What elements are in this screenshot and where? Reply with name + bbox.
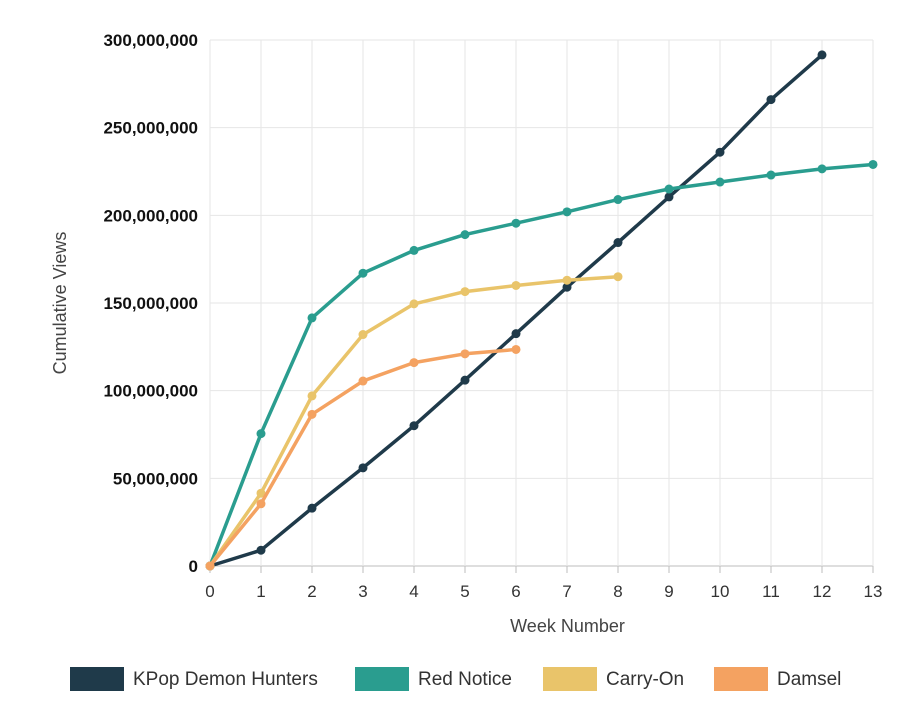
data-point bbox=[562, 275, 572, 285]
series-group bbox=[205, 50, 878, 571]
x-tick-label: 12 bbox=[813, 582, 832, 601]
series-4 bbox=[205, 344, 521, 571]
x-tick-label: 5 bbox=[460, 582, 469, 601]
data-point bbox=[817, 164, 827, 174]
x-tick-label: 11 bbox=[762, 582, 780, 601]
data-point bbox=[613, 272, 623, 282]
legend-item-2[interactable]: Red Notice bbox=[355, 667, 512, 691]
legend-item-4[interactable]: Damsel bbox=[714, 667, 841, 691]
data-point bbox=[613, 238, 623, 248]
legend-label: Carry-On bbox=[606, 669, 684, 690]
data-point bbox=[307, 313, 317, 323]
series-3 bbox=[205, 272, 623, 571]
data-point bbox=[409, 245, 419, 255]
x-tick-label: 1 bbox=[256, 582, 265, 601]
data-point bbox=[307, 503, 317, 513]
y-tick-label: 0 bbox=[189, 557, 198, 576]
data-point bbox=[307, 409, 317, 419]
series-line bbox=[208, 162, 875, 568]
data-point bbox=[205, 561, 215, 571]
x-tick-label: 3 bbox=[358, 582, 367, 601]
series-2 bbox=[205, 159, 878, 571]
legend-swatch bbox=[70, 667, 124, 691]
data-point bbox=[664, 192, 674, 202]
data-point bbox=[613, 195, 623, 205]
data-point bbox=[256, 429, 266, 439]
x-tick-label: 10 bbox=[711, 582, 730, 601]
y-tick-label: 150,000,000 bbox=[103, 294, 198, 313]
x-tick-label: 2 bbox=[307, 582, 316, 601]
data-point bbox=[409, 358, 419, 368]
y-tick-label: 200,000,000 bbox=[103, 206, 198, 225]
legend-item-3[interactable]: Carry-On bbox=[543, 667, 684, 691]
x-tick-label: 7 bbox=[562, 582, 571, 601]
legend-label: Red Notice bbox=[418, 669, 512, 690]
y-axis-label: Cumulative Views bbox=[50, 232, 70, 375]
legend-swatch bbox=[355, 667, 409, 691]
y-tick-label: 300,000,000 bbox=[103, 31, 198, 50]
data-point bbox=[511, 329, 521, 339]
data-point bbox=[511, 280, 521, 290]
data-point bbox=[817, 50, 827, 60]
legend-item-1[interactable]: KPop Demon Hunters bbox=[70, 667, 318, 691]
data-point bbox=[307, 391, 317, 401]
data-point bbox=[460, 287, 470, 297]
data-point bbox=[358, 376, 368, 386]
axes: 0 50,000,000 100,000,000 150,000,000 200,000… bbox=[50, 31, 882, 636]
x-tick-label: 4 bbox=[409, 582, 418, 601]
data-point bbox=[358, 330, 368, 340]
data-point bbox=[256, 499, 266, 509]
y-tick-label: 100,000,000 bbox=[103, 382, 198, 401]
series-1 bbox=[205, 50, 827, 571]
data-point bbox=[715, 177, 725, 187]
x-tick-label: 0 bbox=[205, 582, 214, 601]
legend-label: KPop Demon Hunters bbox=[133, 669, 318, 690]
legend-swatch bbox=[714, 667, 768, 691]
data-point bbox=[664, 184, 674, 194]
data-point bbox=[460, 349, 470, 359]
data-point bbox=[409, 421, 419, 431]
grid bbox=[209, 39, 874, 567]
data-point bbox=[715, 147, 725, 157]
data-point bbox=[868, 159, 878, 169]
data-point bbox=[409, 299, 419, 309]
legend-swatch bbox=[543, 667, 597, 691]
x-axis-label: Week Number bbox=[510, 616, 625, 636]
x-tick-label: 9 bbox=[664, 582, 673, 601]
data-point bbox=[562, 207, 572, 217]
data-point bbox=[766, 170, 776, 180]
x-tick-label: 6 bbox=[511, 582, 520, 601]
data-point bbox=[511, 218, 521, 228]
data-point bbox=[766, 95, 776, 105]
x-tick-label: 13 bbox=[864, 582, 883, 601]
legend: KPop Demon Hunters Red Notice Carry-On Dams… bbox=[70, 667, 841, 691]
y-tick-label: 250,000,000 bbox=[103, 119, 198, 138]
data-point bbox=[511, 344, 521, 354]
legend-label: Damsel bbox=[777, 669, 841, 690]
x-tick-label: 8 bbox=[613, 582, 622, 601]
data-point bbox=[562, 282, 572, 292]
data-point bbox=[256, 545, 266, 555]
y-tick-label: 50,000,000 bbox=[113, 469, 198, 488]
data-point bbox=[460, 375, 470, 385]
data-point bbox=[358, 268, 368, 278]
data-point bbox=[256, 488, 266, 498]
data-point bbox=[460, 230, 470, 240]
data-point bbox=[358, 463, 368, 473]
